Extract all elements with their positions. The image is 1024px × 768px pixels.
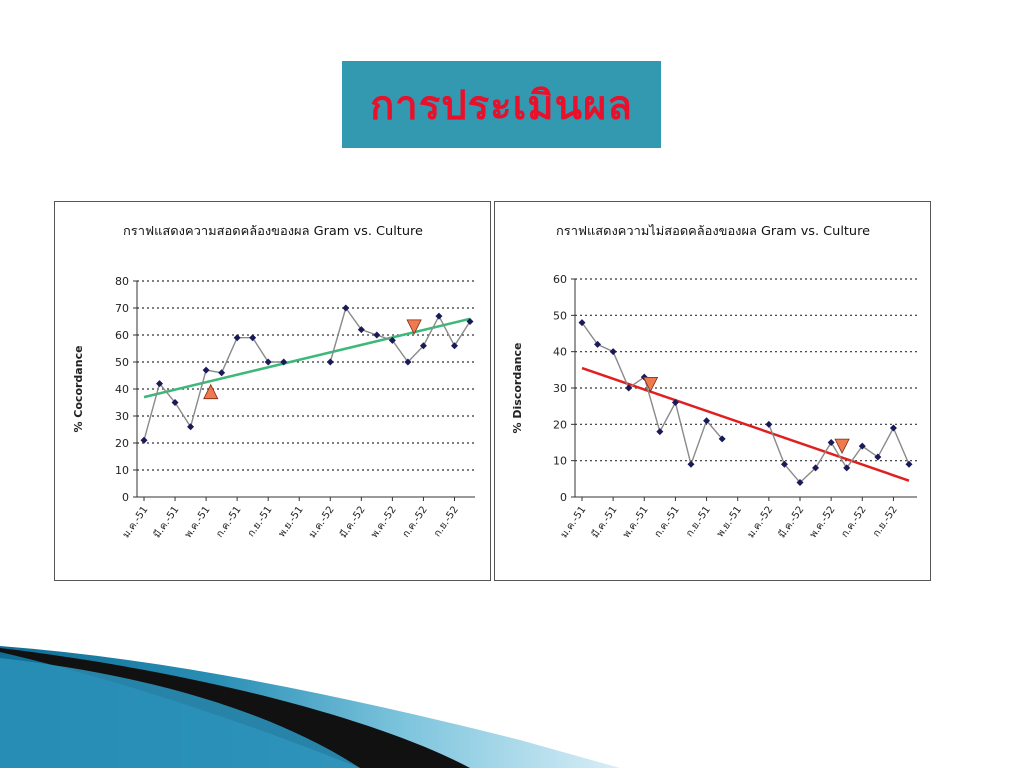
y-tick-label: 60 [553,273,567,286]
data-point [264,358,272,366]
data-point [874,453,882,461]
y-tick-label: 20 [553,418,567,431]
y-tick-label: 10 [553,455,567,468]
y-tick-label: 40 [115,383,129,396]
y-tick-label: 70 [115,302,129,315]
data-point [843,464,851,472]
y-tick-label: 40 [553,346,567,359]
y-tick-label: 10 [115,464,129,477]
data-point [687,460,695,468]
y-axis-label: % Discordance [511,343,524,434]
trend-line [581,366,910,482]
data-point [342,304,350,312]
data-point [140,436,148,444]
data-point [827,439,835,446]
data-point [404,358,412,366]
data-point [796,478,804,486]
data-point [171,399,179,406]
chart-title: กราฟแสดงความไม่สอดคล้องของผล Gram vs. Cu… [556,224,870,238]
data-point [435,312,443,320]
triangle-down-marker [406,319,422,335]
series-line [768,424,910,484]
y-tick-label: 20 [115,437,129,450]
y-tick-label: 50 [115,356,129,369]
data-point [373,331,381,339]
data-point [187,423,195,431]
y-tick-label: 0 [122,491,129,504]
cocordance-chart: กราฟแสดงความสอดคล้องของผล Gram vs. Cultu… [72,224,475,540]
y-tick-label: 30 [115,410,129,423]
data-point [656,428,664,436]
triangle-down-marker [642,376,659,393]
discordance-chart: กราฟแสดงความไม่สอดคล้องของผล Gram vs. Cu… [511,224,917,540]
data-point [388,336,396,344]
chart-title: กราฟแสดงความสอดคล้องของผล Gram vs. Cultu… [123,224,423,238]
data-point [594,340,602,348]
data-point [578,319,586,327]
data-point [466,318,474,325]
data-point [812,464,820,472]
y-tick-label: 80 [115,275,129,288]
triangle-up-marker [203,383,219,400]
series-line [143,336,284,441]
series-line [329,306,471,364]
data-point [889,424,897,432]
data-point [419,342,427,350]
data-point [609,348,617,356]
data-point [218,369,226,377]
slide-title-box: การประเมินผล [342,61,661,148]
data-point [671,399,679,407]
slide-title: การประเมินผล [370,82,633,129]
y-tick-label: 0 [560,491,567,504]
trend-line [143,317,471,399]
data-point [233,334,241,342]
data-point [718,435,726,443]
data-point [357,326,365,334]
data-point [249,334,257,342]
y-axis-label: % Cocordance [72,345,85,432]
discordance-chart-panel: กราฟแสดงความไม่สอดคล้องของผล Gram vs. Cu… [494,201,931,581]
y-tick-label: 30 [553,382,567,395]
data-point [858,442,866,450]
data-point [905,460,913,468]
data-point [326,358,334,366]
series-line [581,322,723,467]
data-point [780,460,788,468]
data-point [765,420,773,428]
cocordance-chart-panel: กราฟแสดงความสอดคล้องของผล Gram vs. Cultu… [54,201,491,581]
data-point [156,380,164,388]
data-point [280,358,288,366]
data-point [625,384,633,392]
y-tick-label: 50 [553,309,567,322]
data-point [703,417,711,425]
data-point [450,342,458,350]
y-tick-label: 60 [115,329,129,342]
data-point [202,366,210,374]
triangle-down-marker [834,438,850,455]
